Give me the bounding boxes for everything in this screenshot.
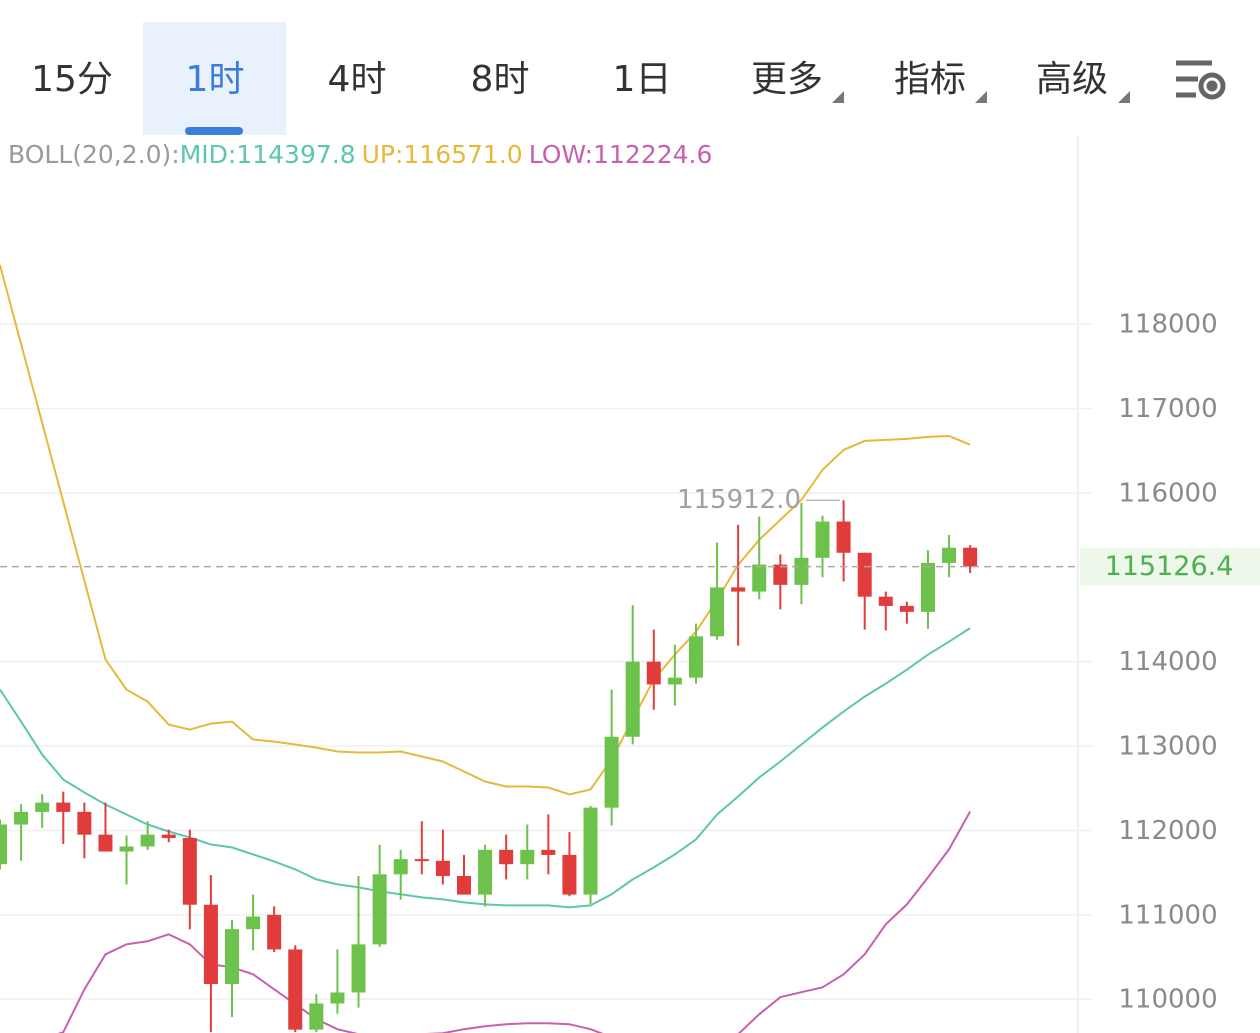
candle-body (878, 596, 893, 606)
candle-body (604, 736, 619, 808)
candle-body (562, 854, 577, 895)
y-tick-label: 111000 (1118, 900, 1217, 930)
candle-body (625, 661, 640, 737)
indicator-label: BOLL(20,2.0):MID:114397.8 UP:116571.0 LOW:… (8, 140, 712, 169)
candle-body (857, 552, 872, 597)
candle-body (182, 838, 197, 905)
active-tab-indicator (185, 127, 243, 135)
y-tick-label: 112000 (1118, 816, 1217, 846)
tab[interactable]: 指标 (894, 59, 966, 100)
candle-body (920, 562, 935, 612)
last-price-bg (1080, 547, 1260, 586)
candle-body (309, 1003, 324, 1030)
candle-body (330, 992, 345, 1004)
candle-body (815, 521, 830, 558)
candle-body (899, 605, 914, 612)
high-marker-label: 115912.0 (677, 485, 801, 515)
candle-body (246, 916, 261, 930)
tab[interactable]: 4时 (328, 59, 387, 100)
candle-body (752, 564, 767, 592)
candle-body (731, 587, 746, 592)
tab[interactable]: 8时 (471, 59, 530, 100)
candle-body (836, 521, 851, 553)
candle-body (267, 914, 282, 950)
candle-body (583, 807, 598, 895)
candle-body (77, 811, 92, 835)
boll-line (57, 811, 971, 1033)
candle-body (667, 677, 682, 685)
candle-body (942, 547, 957, 563)
candle-body (541, 849, 556, 855)
candle-body (688, 636, 703, 678)
candle-body (0, 824, 7, 865)
indicator-low: LOW:112224.6 (529, 140, 713, 169)
candle-body (435, 860, 450, 877)
candle-body (35, 802, 50, 812)
indicator-name: BOLL(20,2.0): (8, 140, 180, 169)
boll-line (0, 264, 971, 796)
last-price-label: 115126.4 (1105, 551, 1234, 582)
tab[interactable]: 高级 (1036, 59, 1108, 100)
candle-body (456, 876, 471, 895)
candle-body (203, 904, 218, 985)
candle-body (98, 834, 113, 852)
candle-body (963, 547, 978, 567)
candle-body (393, 859, 408, 875)
y-tick-label: 118000 (1118, 310, 1217, 340)
candle-body (414, 859, 429, 862)
y-tick-label: 117000 (1118, 394, 1217, 424)
candle-body (646, 661, 661, 685)
dropdown-arrows (832, 91, 1130, 103)
y-tick-label: 114000 (1118, 647, 1217, 677)
candle-body (119, 846, 134, 852)
tab[interactable]: 1日 (613, 59, 672, 100)
candle-body (14, 811, 29, 825)
tab[interactable]: 15分 (31, 59, 113, 100)
candle-body (520, 849, 535, 865)
candle-body (351, 944, 366, 993)
settings-icon[interactable] (1176, 60, 1226, 100)
candle-body (56, 802, 71, 812)
candle-body (288, 949, 303, 1030)
active-tab-bg (143, 22, 286, 135)
indicator-up: UP:116571.0 (362, 140, 523, 169)
y-tick-label: 116000 (1118, 478, 1217, 508)
candle-body (710, 587, 725, 637)
tab[interactable]: 1时 (186, 59, 245, 100)
candle-body (794, 557, 809, 585)
candle-body (140, 834, 155, 847)
candle-body (161, 834, 176, 839)
y-tick-label: 110000 (1118, 985, 1217, 1015)
candle-body (224, 929, 239, 985)
candle-body (478, 849, 493, 895)
candle-body (372, 874, 387, 945)
tab[interactable]: 更多 (751, 59, 823, 100)
indicator-mid: MID:114397.8 (180, 140, 356, 169)
candle-body (773, 564, 788, 585)
candle-body (499, 849, 514, 865)
y-tick-label: 113000 (1118, 732, 1217, 762)
